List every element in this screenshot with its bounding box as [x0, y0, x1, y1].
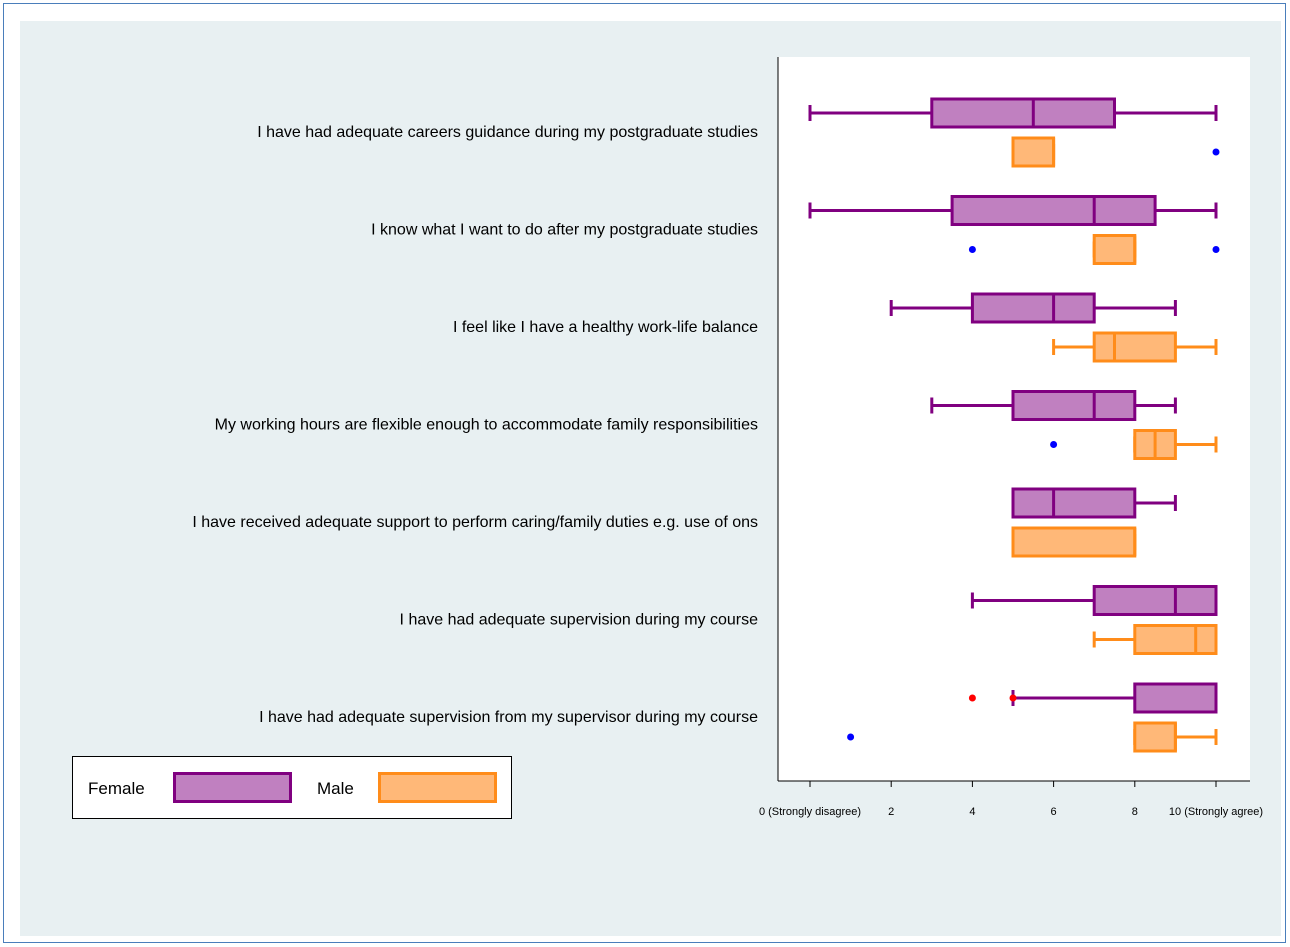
outlier-point: [1212, 148, 1220, 156]
male-box-row: [1011, 136, 1220, 168]
male-box-row: [968, 234, 1220, 265]
box-iqr: [1133, 721, 1177, 753]
box-iqr: [1011, 526, 1137, 558]
x-tick-label: 0 (Strongly disagree): [759, 806, 861, 818]
legend-swatch-male: [378, 772, 497, 803]
outlier-point: [847, 733, 855, 741]
female-box-row: [968, 682, 1218, 714]
male-box-row: [847, 721, 1218, 753]
box-iqr: [1092, 331, 1177, 363]
category-label: I have had adequate supervision from my …: [259, 709, 758, 726]
category-label: I have had adequate careers guidance dur…: [257, 124, 758, 141]
boxes: [808, 97, 1220, 753]
female-box-row: [970, 585, 1218, 616]
outlier-point: [1050, 441, 1058, 448]
category-labels: I have had adequate careers guidance dur…: [192, 124, 758, 726]
x-tick-label: 8: [1132, 806, 1138, 818]
x-tick-label: 10 (Strongly agree): [1169, 806, 1263, 818]
male-box-row: [1092, 624, 1218, 655]
box-iqr: [1092, 585, 1218, 616]
female-box-row: [889, 292, 1177, 324]
x-tick-label: 2: [888, 806, 894, 818]
category-label: I have received adequate support to perf…: [192, 514, 758, 531]
female-box-row: [1011, 487, 1177, 519]
x-tick-label: 6: [1051, 806, 1057, 818]
category-label: I have had adequate supervision during m…: [400, 612, 759, 629]
legend-label-female: Female: [88, 779, 145, 798]
box-iqr: [1011, 487, 1137, 519]
category-label: My working hours are flexible enough to …: [215, 417, 758, 434]
male-box-row: [1052, 331, 1218, 363]
outlier-point: [968, 246, 976, 253]
box-iqr: [1092, 234, 1137, 265]
legend: Female Male: [72, 756, 512, 819]
male-box-row: [1050, 429, 1218, 460]
category-label: I feel like I have a healthy work-life b…: [453, 319, 758, 336]
box-iqr: [1133, 624, 1218, 655]
category-label: I know what I want to do after my postgr…: [371, 222, 758, 239]
box-iqr: [950, 195, 1157, 226]
legend-swatch-female: [173, 772, 292, 803]
box-iqr: [930, 97, 1116, 129]
male-box-row: [1011, 526, 1137, 558]
box-iqr: [1011, 136, 1056, 168]
outlier-point: [1212, 246, 1220, 253]
box-iqr: [1133, 682, 1218, 714]
box-iqr: [970, 292, 1096, 324]
female-box-row: [808, 97, 1218, 129]
x-tick-label: 4: [969, 806, 975, 818]
outlier-point: [968, 694, 976, 702]
legend-label-male: Male: [317, 779, 354, 798]
box-iqr: [1011, 390, 1137, 421]
female-box-row: [808, 195, 1218, 226]
female-box-row: [930, 390, 1177, 421]
outlier-point: [1009, 694, 1017, 702]
